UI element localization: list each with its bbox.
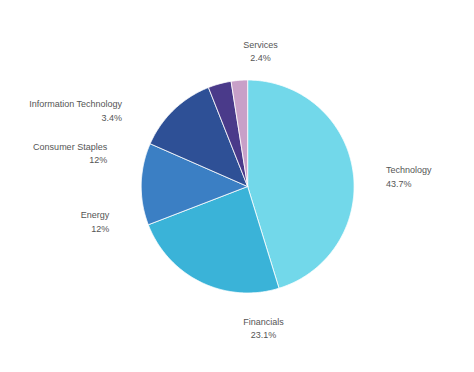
svg-text:Financials23.1%: Financials23.1% (243, 317, 284, 341)
svg-text:Energy12%: Energy12% (81, 210, 110, 234)
svg-text:Services2.4%: Services2.4% (243, 40, 278, 64)
svg-text:Information Technology3.4%: Information Technology3.4% (29, 99, 122, 123)
svg-text:Technology43.7%: Technology43.7% (386, 165, 432, 189)
svg-text:Consumer Staples12%: Consumer Staples12% (33, 142, 108, 166)
